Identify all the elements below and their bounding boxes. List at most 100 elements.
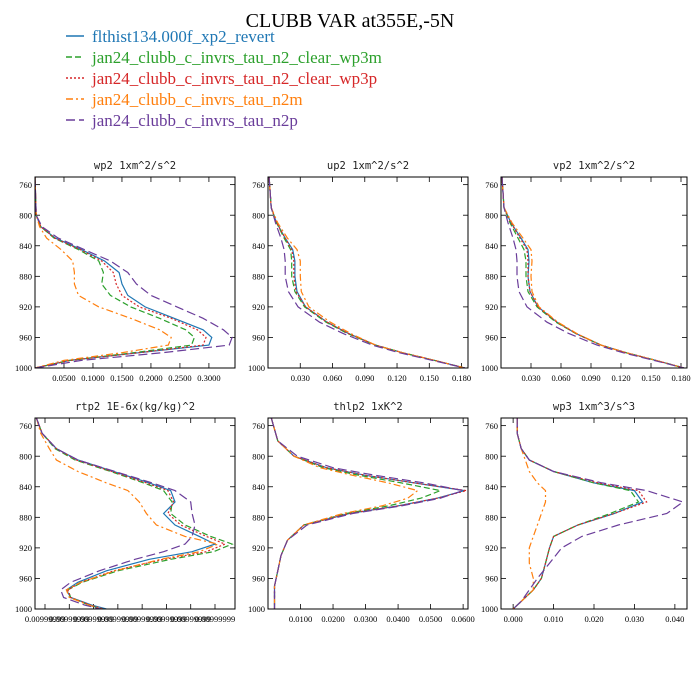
- x-tick-label: 0.030: [625, 614, 644, 624]
- y-tick-label: 880: [485, 272, 498, 282]
- y-tick-label: 880: [252, 513, 265, 523]
- x-tick-label: 0.0200: [321, 614, 344, 624]
- panel-title: wp2 1xm^2/s^2: [94, 160, 176, 172]
- x-tick-label: 0.120: [611, 373, 630, 383]
- y-tick-label: 760: [485, 180, 498, 190]
- y-tick-label: 840: [19, 482, 32, 492]
- x-tick-label: 0.00999999: [49, 614, 89, 624]
- x-tick-label: 0.2000: [139, 373, 162, 383]
- series-line-5: [270, 418, 466, 609]
- x-tick-label: 0.150: [420, 373, 439, 383]
- y-tick-label: 760: [252, 180, 265, 190]
- panel-4: rtp2 1E-6x(kg/kg)^2 760 800 840 880 920 960 100…: [15, 401, 236, 624]
- x-tick-label: 0.030: [291, 373, 310, 383]
- y-tick-label: 960: [485, 333, 498, 343]
- legend-label: flthist134.000f_xp2_revert: [92, 27, 275, 46]
- x-tick-label: 0.020: [584, 614, 603, 624]
- y-tick-label: 880: [252, 272, 265, 282]
- figure-title: CLUBB VAR at355E,-5N: [246, 10, 455, 32]
- y-tick-label: 1000: [15, 363, 32, 373]
- x-tick-label: 0.180: [671, 373, 690, 383]
- y-tick-label: 920: [485, 302, 498, 312]
- x-tick-label: 0.00999999: [122, 614, 162, 624]
- series-line-4: [35, 418, 220, 609]
- y-tick-label: 1000: [15, 604, 32, 614]
- y-tick-label: 800: [19, 451, 32, 461]
- x-tick-label: 0.3000: [197, 373, 220, 383]
- x-tick-label: 0.000: [504, 614, 523, 624]
- y-tick-label: 840: [19, 241, 32, 251]
- panel-title: up2 1xm^2/s^2: [327, 160, 409, 172]
- x-tick-label: 0.150: [641, 373, 660, 383]
- y-tick-label: 1000: [481, 363, 498, 373]
- y-tick-label: 920: [485, 543, 498, 553]
- y-tick-label: 920: [252, 302, 265, 312]
- x-tick-label: 0.00999999: [73, 614, 113, 624]
- panel-5: thlp2 1xK^2 760 800 840 880 920 960 1000 0.0100 0…: [248, 401, 475, 624]
- x-tick-label: 0.0600: [451, 614, 474, 624]
- x-tick-label: 0.1000: [81, 373, 104, 383]
- plot-frame: [34, 417, 236, 610]
- y-tick-label: 960: [485, 574, 498, 584]
- series-line-4: [512, 418, 547, 609]
- x-tick-label: 0.2500: [168, 373, 191, 383]
- x-tick-label: 0.00999999: [146, 614, 186, 624]
- y-tick-label: 760: [19, 180, 32, 190]
- plot-frame: [267, 417, 469, 610]
- y-tick-label: 760: [19, 421, 32, 431]
- x-tick-label: 0.060: [551, 373, 570, 383]
- y-tick-label: 920: [252, 543, 265, 553]
- plot-frame: [267, 176, 469, 369]
- x-tick-label: 0.180: [452, 373, 471, 383]
- panel-title: vp2 1xm^2/s^2: [553, 160, 635, 172]
- y-tick-label: 1000: [248, 604, 265, 614]
- series-line-3: [270, 418, 467, 609]
- x-tick-label: 0.0500: [419, 614, 442, 624]
- y-tick-label: 960: [252, 333, 265, 343]
- panel-3: vp2 1xm^2/s^2 760 800 840 880 920 960 1000 0.030…: [481, 160, 691, 383]
- y-tick-label: 760: [485, 421, 498, 431]
- y-tick-label: 1000: [248, 363, 265, 373]
- y-tick-label: 960: [19, 333, 32, 343]
- x-tick-label: 0.060: [323, 373, 342, 383]
- panels: wp2 1xm^2/s^2 760 800 840 880 920 960 1000 0.050…: [15, 160, 691, 624]
- legend-label: jan24_clubb_c_invrs_tau_n2p: [91, 111, 298, 130]
- y-tick-label: 800: [252, 210, 265, 220]
- plot-frame: [34, 176, 236, 369]
- y-tick-label: 920: [19, 543, 32, 553]
- series-line-3: [35, 177, 207, 368]
- series-line-4: [270, 418, 419, 609]
- x-tick-label: 0.120: [387, 373, 406, 383]
- y-tick-label: 800: [485, 210, 498, 220]
- x-tick-label: 0.090: [355, 373, 374, 383]
- plot-frame: [500, 417, 688, 610]
- y-tick-label: 800: [485, 451, 498, 461]
- x-tick-label: 0.00999999: [25, 614, 65, 624]
- x-tick-label: 0.0500: [52, 373, 75, 383]
- y-tick-label: 880: [19, 513, 32, 523]
- y-tick-label: 960: [19, 574, 32, 584]
- series-line-5: [35, 418, 196, 609]
- x-tick-label: 0.0400: [386, 614, 409, 624]
- legend-label: jan24_clubb_c_invrs_tau_n2_clear_wp3m: [91, 48, 382, 67]
- y-tick-label: 880: [19, 272, 32, 282]
- legend: flthist134.000f_xp2_revert jan24_clubb_c_…: [66, 27, 382, 130]
- y-tick-label: 840: [485, 482, 498, 492]
- y-tick-label: 800: [19, 210, 32, 220]
- x-tick-label: 0.030: [521, 373, 540, 383]
- series-line-5: [35, 177, 233, 368]
- y-tick-label: 960: [252, 574, 265, 584]
- y-tick-label: 840: [252, 482, 265, 492]
- panel-1: wp2 1xm^2/s^2 760 800 840 880 920 960 1000 0.050…: [15, 160, 236, 383]
- panel-title: thlp2 1xK^2: [333, 401, 403, 413]
- panel-title: wp3 1xm^3/s^3: [553, 401, 635, 413]
- legend-label: jan24_clubb_c_invrs_tau_n2_clear_wp3p: [91, 69, 377, 88]
- panel-6: wp3 1xm^3/s^3 760 800 840 880 920 960 1000 0.000…: [481, 401, 688, 624]
- y-tick-label: 880: [485, 513, 498, 523]
- x-tick-label: 0.010: [544, 614, 563, 624]
- x-tick-label: 0.00999999: [171, 614, 211, 624]
- x-tick-label: 0.090: [581, 373, 600, 383]
- series-line-5: [512, 418, 685, 609]
